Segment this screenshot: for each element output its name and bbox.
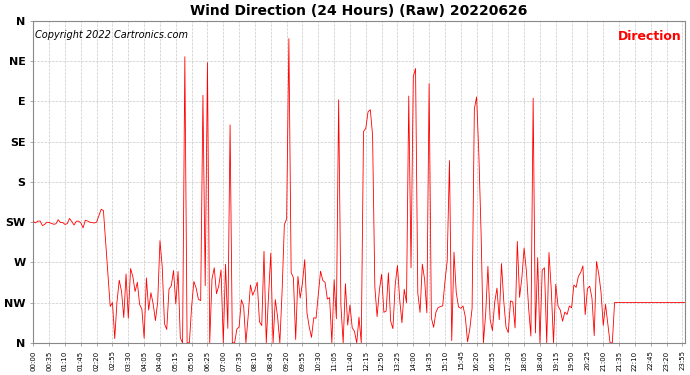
- Title: Wind Direction (24 Hours) (Raw) 20220626: Wind Direction (24 Hours) (Raw) 20220626: [190, 4, 528, 18]
- Text: Direction: Direction: [618, 30, 682, 44]
- Text: Copyright 2022 Cartronics.com: Copyright 2022 Cartronics.com: [34, 30, 188, 40]
